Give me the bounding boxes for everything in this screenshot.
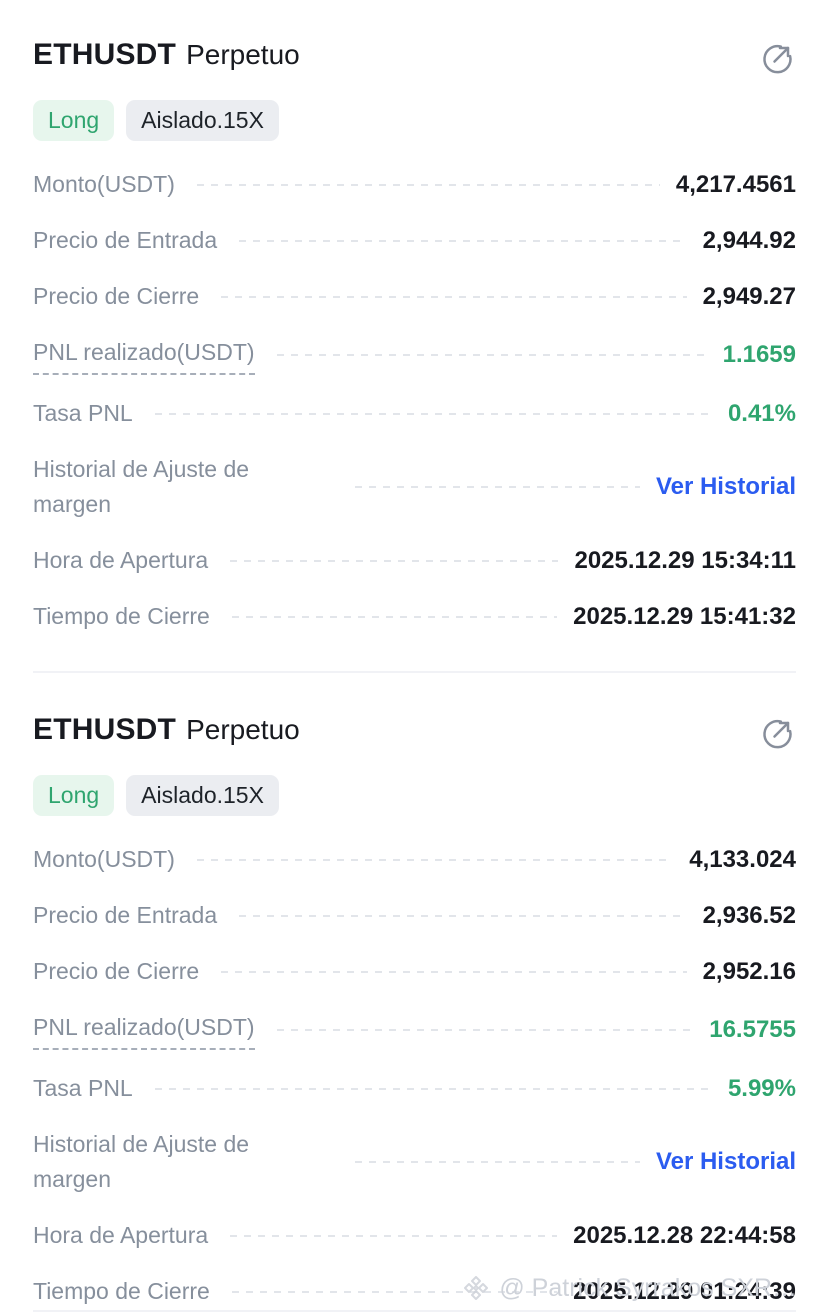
row-value: 2025.12.29 15:34:11 [574, 546, 796, 574]
row-open-time: Hora de Apertura 2025.12.29 15:34:11 [33, 543, 796, 578]
view-history-link[interactable]: Ver Historial [655, 1148, 796, 1175]
row-label: Monto(USDT) [33, 846, 175, 872]
row-realized-pnl: PNL realizado(USDT) 16.5755 [33, 1010, 796, 1050]
row-amount: Monto(USDT) 4,133.024 [33, 842, 796, 877]
row-label: Monto(USDT) [33, 171, 175, 197]
contract-type-label: Perpetuo [186, 714, 300, 745]
card-header: ETHUSDT Perpetuo [33, 38, 796, 76]
row-label-tooltip[interactable]: PNL realizado(USDT) [33, 1010, 255, 1050]
row-value: 2025.12.29 01:24:39 [573, 1277, 796, 1305]
row-pnl-rate: Tasa PNL 5.99% [33, 1071, 796, 1106]
row-value: 4,217.4561 [675, 170, 796, 198]
row-margin-history: Historial de Ajuste de margen Ver Histor… [33, 452, 796, 522]
dashed-leader [231, 1290, 558, 1293]
card-header: ETHUSDT Perpetuo [33, 713, 796, 751]
row-entry-price: Precio de Entrada 2,944.92 [33, 223, 796, 258]
row-value: 16.5755 [709, 1016, 796, 1043]
row-label: Precio de Cierre [33, 283, 200, 309]
row-realized-pnl: PNL realizado(USDT) 1.1659 [33, 335, 796, 375]
dashed-leader [154, 1087, 712, 1090]
share-icon[interactable] [760, 40, 796, 76]
margin-mode-badge: Aislado.15X [126, 775, 279, 816]
bottom-divider [33, 1310, 796, 1312]
margin-mode-badge: Aislado.15X [126, 100, 279, 141]
row-label: Tasa PNL [33, 1075, 133, 1101]
row-amount: Monto(USDT) 4,217.4561 [33, 167, 796, 202]
row-entry-price: Precio de Entrada 2,936.52 [33, 898, 796, 933]
row-value: 5.99% [727, 1074, 796, 1102]
row-label-tooltip[interactable]: PNL realizado(USDT) [33, 335, 255, 375]
symbol-label: ETHUSDT [33, 38, 177, 71]
row-label: Tiempo de Cierre [33, 603, 210, 629]
card-divider [33, 671, 796, 673]
dashed-leader [221, 295, 687, 298]
dashed-leader [154, 412, 712, 415]
row-value: 2,936.52 [702, 901, 796, 929]
dashed-leader [276, 1029, 694, 1031]
row-value: 0.41% [727, 399, 796, 427]
row-label: Hora de Apertura [33, 1222, 209, 1248]
row-margin-history: Historial de Ajuste de margen Ver Histor… [33, 1127, 796, 1197]
row-close-time: Tiempo de Cierre 2025.12.29 15:41:32 [33, 599, 796, 634]
row-label: Precio de Cierre [33, 958, 200, 984]
row-value: 2,944.92 [702, 226, 796, 254]
dashed-leader [196, 858, 674, 861]
side-badge: Long [33, 775, 115, 816]
row-value: 1.1659 [722, 341, 796, 368]
row-open-time: Hora de Apertura 2025.12.28 22:44:58 [33, 1218, 796, 1253]
share-icon[interactable] [760, 715, 796, 751]
dashed-leader [230, 559, 559, 562]
row-value: 2,952.16 [702, 957, 796, 985]
row-value: 2025.12.28 22:44:58 [573, 1221, 796, 1249]
row-close-price: Precio de Cierre 2,949.27 [33, 279, 796, 314]
card-title: ETHUSDT Perpetuo [33, 38, 300, 72]
view-history-link[interactable]: Ver Historial [655, 473, 796, 500]
position-card-1: ETHUSDT Perpetuo Long Aislado.15X Monto(… [33, 38, 796, 634]
row-label: Precio de Entrada [33, 227, 218, 253]
dashed-leader [355, 1161, 640, 1163]
row-label: Hora de Apertura [33, 547, 209, 573]
row-label: Historial de Ajuste de margen [33, 456, 250, 517]
side-badge: Long [33, 100, 115, 141]
card-title: ETHUSDT Perpetuo [33, 713, 300, 747]
position-card-2: ETHUSDT Perpetuo Long Aislado.15X Monto(… [33, 713, 796, 1309]
dashed-leader [355, 486, 640, 488]
dashed-leader [230, 1234, 558, 1237]
row-label: Historial de Ajuste de margen [33, 1131, 250, 1192]
dashed-leader [196, 183, 660, 186]
row-close-price: Precio de Cierre 2,952.16 [33, 954, 796, 989]
row-pnl-rate: Tasa PNL 0.41% [33, 396, 796, 431]
row-value: 2025.12.29 15:41:32 [573, 602, 796, 630]
dashed-leader [239, 239, 687, 242]
row-label: Tasa PNL [33, 400, 133, 426]
dashed-leader [221, 970, 687, 973]
tags-row: Long Aislado.15X [33, 100, 796, 141]
dashed-leader [231, 615, 558, 618]
tags-row: Long Aislado.15X [33, 775, 796, 816]
row-label: Precio de Entrada [33, 902, 218, 928]
row-close-time: Tiempo de Cierre 2025.12.29 01:24:39 [33, 1274, 796, 1309]
dashed-leader [239, 914, 687, 917]
row-value: 2,949.27 [702, 282, 796, 310]
symbol-label: ETHUSDT [33, 713, 177, 746]
row-value: 4,133.024 [689, 845, 796, 873]
row-label: Tiempo de Cierre [33, 1278, 210, 1304]
dashed-leader [276, 354, 707, 356]
contract-type-label: Perpetuo [186, 39, 300, 70]
